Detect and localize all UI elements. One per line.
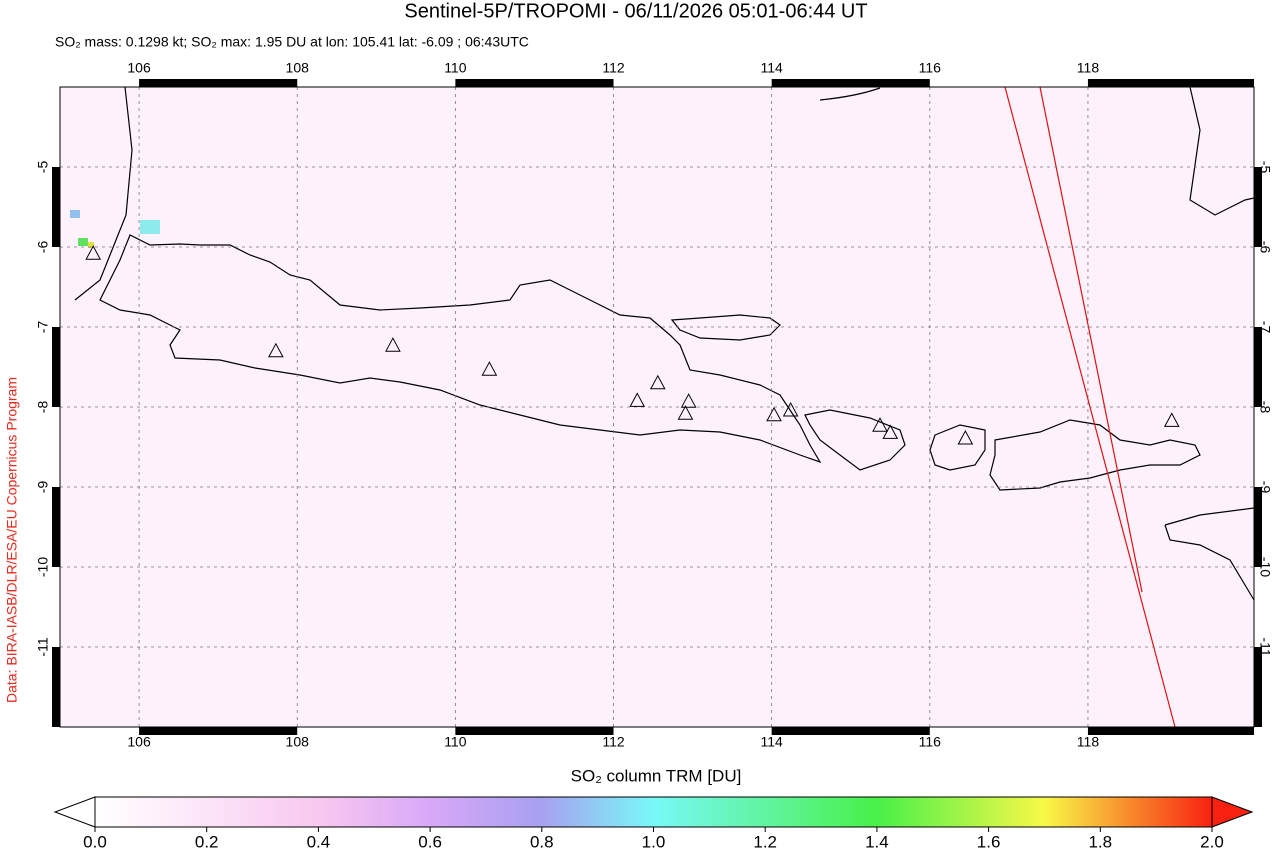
title: Sentinel-5P/TROPOMI - 06/11/2026 05:01-0… (404, 0, 867, 22)
colorbar (94, 796, 1213, 828)
volcano (649, 374, 666, 390)
y-tick-label: -9 (35, 481, 51, 494)
volcano (85, 245, 102, 260)
volcano (629, 392, 646, 407)
colorbar-label: SO₂ column TRM [DU] (571, 766, 742, 785)
x-tick-label: 106 (127, 734, 151, 750)
y-tick-label: -6 (1257, 241, 1272, 254)
x-tick-label: 110 (444, 60, 467, 76)
y-tick-label: -7 (35, 321, 51, 334)
volcano (677, 405, 694, 420)
x-tick-label: 118 (1077, 60, 1100, 76)
y-tick-label: -8 (1257, 401, 1272, 414)
credit: Data: BIRA-IASB/DLR/ESA/EU Copernicus Pr… (4, 377, 20, 703)
colorbar-tick-label: 0.4 (307, 832, 331, 851)
colorbar-under (53, 796, 96, 828)
colorbar-tick-label: 1.6 (977, 832, 1001, 851)
y-tick-label: -11 (35, 637, 51, 656)
y-tick-label: -5 (35, 161, 51, 174)
y-tick-label: -6 (35, 241, 51, 254)
colorbar-tick-label: 1.2 (753, 832, 777, 851)
volcano (782, 401, 799, 417)
y-tick-label: -10 (35, 557, 51, 577)
volcano (1163, 412, 1180, 427)
x-tick-label: 108 (286, 734, 310, 750)
y-tick-label: -11 (1257, 637, 1272, 656)
colorbar-tick-label: 0.0 (83, 832, 107, 851)
y-tick-label: -7 (1257, 321, 1272, 334)
colorbar-over (1211, 796, 1254, 828)
colorbar-tick-label: 0.8 (530, 832, 554, 851)
volcano (957, 429, 974, 445)
x-tick-label: 116 (919, 734, 942, 750)
plot-frame (59, 86, 1255, 728)
colorbar-tick-label: 0.2 (195, 832, 219, 851)
colorbar-tick-label: 0.6 (418, 832, 442, 851)
colorbar-tick-label: 1.4 (865, 832, 889, 851)
x-tick-label: 112 (602, 60, 625, 76)
so2-hotspot (70, 210, 160, 248)
x-tick-label: 110 (444, 734, 467, 750)
volcano (385, 337, 401, 352)
colorbar-tick-label: 1.0 (642, 832, 666, 851)
x-tick-label: 114 (760, 60, 783, 76)
x-tick-label: 106 (127, 60, 151, 76)
axes: 106 106 108 108 110 110 112 112 114 114 116 116 118 1… (35, 60, 1272, 852)
colorbar-tick-label: 1.8 (1088, 832, 1112, 851)
colorbar-tick-label: 2.0 (1200, 832, 1224, 851)
x-tick-label: 114 (760, 734, 783, 750)
volcano (481, 361, 498, 376)
x-tick-label: 118 (1077, 734, 1100, 750)
volcano (872, 417, 888, 432)
volcano (268, 342, 284, 358)
volcano (882, 424, 899, 439)
x-tick-label: 112 (602, 734, 625, 750)
x-tick-label: 116 (919, 60, 942, 76)
x-tick-label: 108 (286, 60, 310, 76)
volcano (766, 406, 782, 422)
volcano (680, 393, 697, 408)
y-tick-label: -5 (1257, 161, 1272, 174)
y-tick-label: -9 (1257, 481, 1272, 494)
y-tick-label: -8 (35, 401, 51, 414)
coastlines (74, 86, 1255, 601)
y-tick-label: -10 (1257, 557, 1272, 577)
subtitle: SO₂ mass: 0.1298 kt; SO₂ max: 1.95 DU at… (55, 34, 529, 50)
